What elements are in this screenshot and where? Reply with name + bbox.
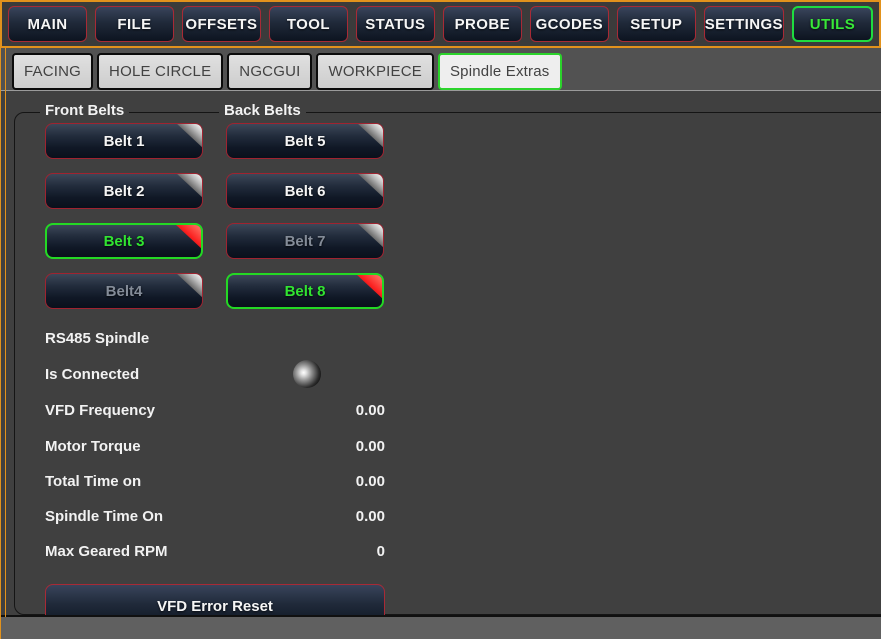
front-belts-title: Front Belts [40, 102, 130, 120]
spindle-time-on-label: Spindle Time On [45, 508, 164, 525]
corner-indicator-icon [357, 224, 383, 248]
belt-6-label: Belt 6 [284, 182, 326, 200]
belt-3-label: Belt 3 [103, 232, 145, 250]
corner-indicator-icon [175, 225, 201, 249]
tab-ngcgui[interactable]: NGCGUI [227, 53, 313, 90]
menu-button-probe[interactable]: PROBE [442, 6, 522, 42]
menu-button-status[interactable]: STATUS [355, 6, 435, 42]
page-left-accent-line [5, 48, 6, 617]
menu-button-gcodes[interactable]: GCODES [529, 6, 609, 42]
spindle-extras-panel: Front Belts Back Belts Belt 1 Belt 2 Bel… [0, 91, 881, 615]
menu-button-tool[interactable]: TOOL [268, 6, 348, 42]
tab-facing[interactable]: FACING [12, 53, 94, 90]
menu-button-utils[interactable]: UTILS [791, 6, 873, 42]
belt-8-button[interactable]: Belt 8 [226, 273, 384, 309]
tab-spindle-extras[interactable]: Spindle Extras [437, 53, 562, 90]
back-belts-title: Back Belts [219, 102, 306, 120]
max-geared-rpm-row: Max Geared RPM 0 [45, 543, 385, 560]
corner-indicator-icon [176, 174, 202, 198]
vfd-frequency-label: VFD Frequency [45, 402, 156, 419]
tab-hole-circle[interactable]: HOLE CIRCLE [97, 53, 224, 90]
is-connected-label: Is Connected [45, 366, 140, 383]
total-time-on-label: Total Time on [45, 473, 142, 490]
vfd-frequency-value: 0.00 [355, 402, 385, 419]
window-left-border [0, 0, 1, 639]
belt-5-label: Belt 5 [284, 132, 326, 150]
window-bottom-strip [0, 617, 881, 639]
belt-8-label: Belt 8 [284, 282, 326, 300]
belt-4-label: Belt4 [105, 282, 143, 300]
motor-torque-label: Motor Torque [45, 438, 141, 455]
max-geared-rpm-label: Max Geared RPM [45, 543, 168, 560]
belt-7-label: Belt 7 [284, 232, 326, 250]
total-time-on-value: 0.00 [355, 473, 385, 490]
max-geared-rpm-value: 0 [376, 543, 385, 560]
corner-indicator-icon [176, 124, 202, 148]
belt-3-button[interactable]: Belt 3 [45, 223, 203, 259]
rs485-spindle-title: RS485 Spindle [45, 330, 150, 347]
belt-5-button[interactable]: Belt 5 [226, 123, 384, 159]
belt-2-button[interactable]: Belt 2 [45, 173, 203, 209]
vfd-frequency-row: VFD Frequency 0.00 [45, 402, 385, 419]
belt-4-button[interactable]: Belt4 [45, 273, 203, 309]
corner-indicator-icon [357, 124, 383, 148]
corner-indicator-icon [356, 275, 382, 299]
motor-torque-value: 0.00 [355, 438, 385, 455]
spindle-time-on-row: Spindle Time On 0.00 [45, 508, 385, 525]
front-belts-column: Belt 1 Belt 2 Belt 3 Belt4 [45, 123, 203, 323]
menu-button-setup[interactable]: SETUP [616, 6, 696, 42]
corner-indicator-icon [357, 174, 383, 198]
connected-led-indicator [293, 360, 321, 388]
menu-button-offsets[interactable]: OFFSETS [181, 6, 261, 42]
menu-button-file[interactable]: FILE [94, 6, 174, 42]
belt-2-label: Belt 2 [103, 182, 145, 200]
utils-tab-bar: FACING HOLE CIRCLE NGCGUI WORKPIECE Spin… [0, 48, 881, 91]
corner-indicator-icon [176, 274, 202, 298]
tab-workpiece[interactable]: WORKPIECE [316, 53, 434, 90]
menu-button-main[interactable]: MAIN [8, 6, 87, 42]
back-belts-column: Belt 5 Belt 6 Belt 7 Belt 8 [226, 123, 384, 323]
spindle-time-on-value: 0.00 [355, 508, 385, 525]
motor-torque-row: Motor Torque 0.00 [45, 438, 385, 455]
top-menu-bar: MAIN FILE OFFSETS TOOL STATUS PROBE GCOD… [0, 0, 881, 48]
total-time-on-row: Total Time on 0.00 [45, 473, 385, 490]
belt-6-button[interactable]: Belt 6 [226, 173, 384, 209]
panel-bottom-border [0, 615, 881, 617]
belt-1-label: Belt 1 [103, 132, 145, 150]
menu-button-settings[interactable]: SETTINGS [703, 6, 784, 42]
vfd-error-reset-button[interactable]: VFD Error Reset [45, 584, 385, 615]
belt-1-button[interactable]: Belt 1 [45, 123, 203, 159]
belts-groupbox [14, 112, 881, 615]
belt-7-button[interactable]: Belt 7 [226, 223, 384, 259]
